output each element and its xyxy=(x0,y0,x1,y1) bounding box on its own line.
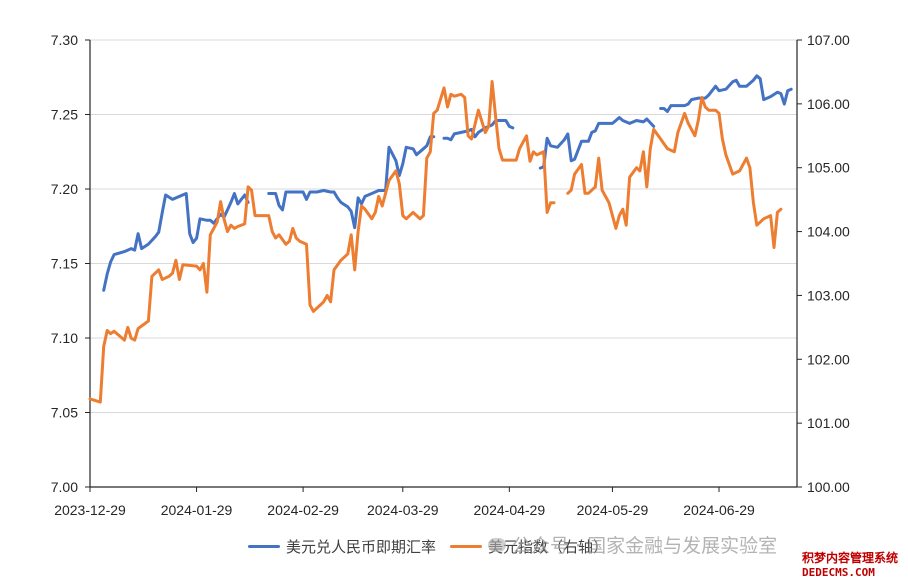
series-line-cny-spot xyxy=(102,192,250,292)
x-tick-label: 2024-04-29 xyxy=(474,502,546,518)
right-tick-label: 105.00 xyxy=(807,160,850,176)
series-lines xyxy=(88,74,793,404)
series-line-cny-spot xyxy=(442,119,515,142)
wechat-icon xyxy=(488,537,506,552)
wechat-watermark: 公众号 · 国家金融与发展实验室 xyxy=(488,531,777,558)
legend-label-dollar-index: 美元指数（右轴） xyxy=(488,538,609,556)
left-y-axis-ticks: 7.00 7.05 7.10 7.15 7.20 7.25 7.30 xyxy=(51,32,90,495)
x-tick-label: 2024-06-29 xyxy=(683,502,755,518)
right-tick-label: 101.00 xyxy=(807,415,850,431)
right-tick-label: 104.00 xyxy=(807,224,850,240)
legend-label-cny-spot: 美元兑人民币即期汇率 xyxy=(286,538,437,556)
series-line-dollar-index xyxy=(566,96,783,249)
x-tick-label: 2024-03-29 xyxy=(367,502,439,518)
legend: 美元兑人民币即期汇率 美元指数（右轴） xyxy=(248,536,622,557)
series-line-cny-spot xyxy=(267,135,436,230)
right-tick-label: 102.00 xyxy=(807,351,850,367)
right-y-axis-ticks: 100.00 101.00 102.00 103.00 104.00 105.00 106.… xyxy=(797,32,850,495)
stamp-line1: 积梦内容管理系统 xyxy=(802,551,899,565)
left-tick-label: 7.00 xyxy=(51,479,78,495)
x-tick-label: 2024-01-29 xyxy=(161,502,233,518)
legend-swatch-blue xyxy=(248,545,280,548)
right-tick-label: 107.00 xyxy=(807,32,850,48)
legend-swatch-orange xyxy=(450,545,483,548)
left-tick-label: 7.30 xyxy=(51,32,78,48)
right-tick-label: 100.00 xyxy=(807,479,850,495)
x-axis-ticks: 2023-12-29 2024-01-29 2024-02-29 2024-03-29… xyxy=(54,487,755,518)
series-line-dollar-index xyxy=(88,80,556,404)
stamp-line2: DEDECMS.COM xyxy=(802,566,875,579)
left-tick-label: 7.10 xyxy=(51,330,78,346)
right-tick-label: 103.00 xyxy=(807,287,850,303)
watermark-text: 公众号 · 国家金融与发展实验室 xyxy=(512,535,778,557)
x-tick-label: 2023-12-29 xyxy=(54,502,126,518)
series-line-cny-spot xyxy=(659,74,793,113)
left-tick-label: 7.05 xyxy=(51,405,78,421)
series-line-cny-spot xyxy=(538,116,656,170)
left-tick-label: 7.20 xyxy=(51,181,78,197)
right-tick-label: 106.00 xyxy=(807,96,850,112)
gridlines xyxy=(90,39,797,413)
left-tick-label: 7.15 xyxy=(51,256,78,272)
x-tick-label: 2024-02-29 xyxy=(267,502,339,518)
x-tick-label: 2024-05-29 xyxy=(577,502,649,518)
site-stamp: 积梦内容管理系统 DEDECMS.COM xyxy=(796,548,908,582)
legend-item-cny-spot: 美元兑人民币即期汇率 xyxy=(248,536,436,557)
legend-item-dollar-index: 美元指数（右轴） xyxy=(450,536,608,557)
left-tick-label: 7.25 xyxy=(51,107,78,123)
chart-canvas: 7.00 7.05 7.10 7.15 7.20 7.25 7.30 100.00 101.0… xyxy=(51,32,850,518)
